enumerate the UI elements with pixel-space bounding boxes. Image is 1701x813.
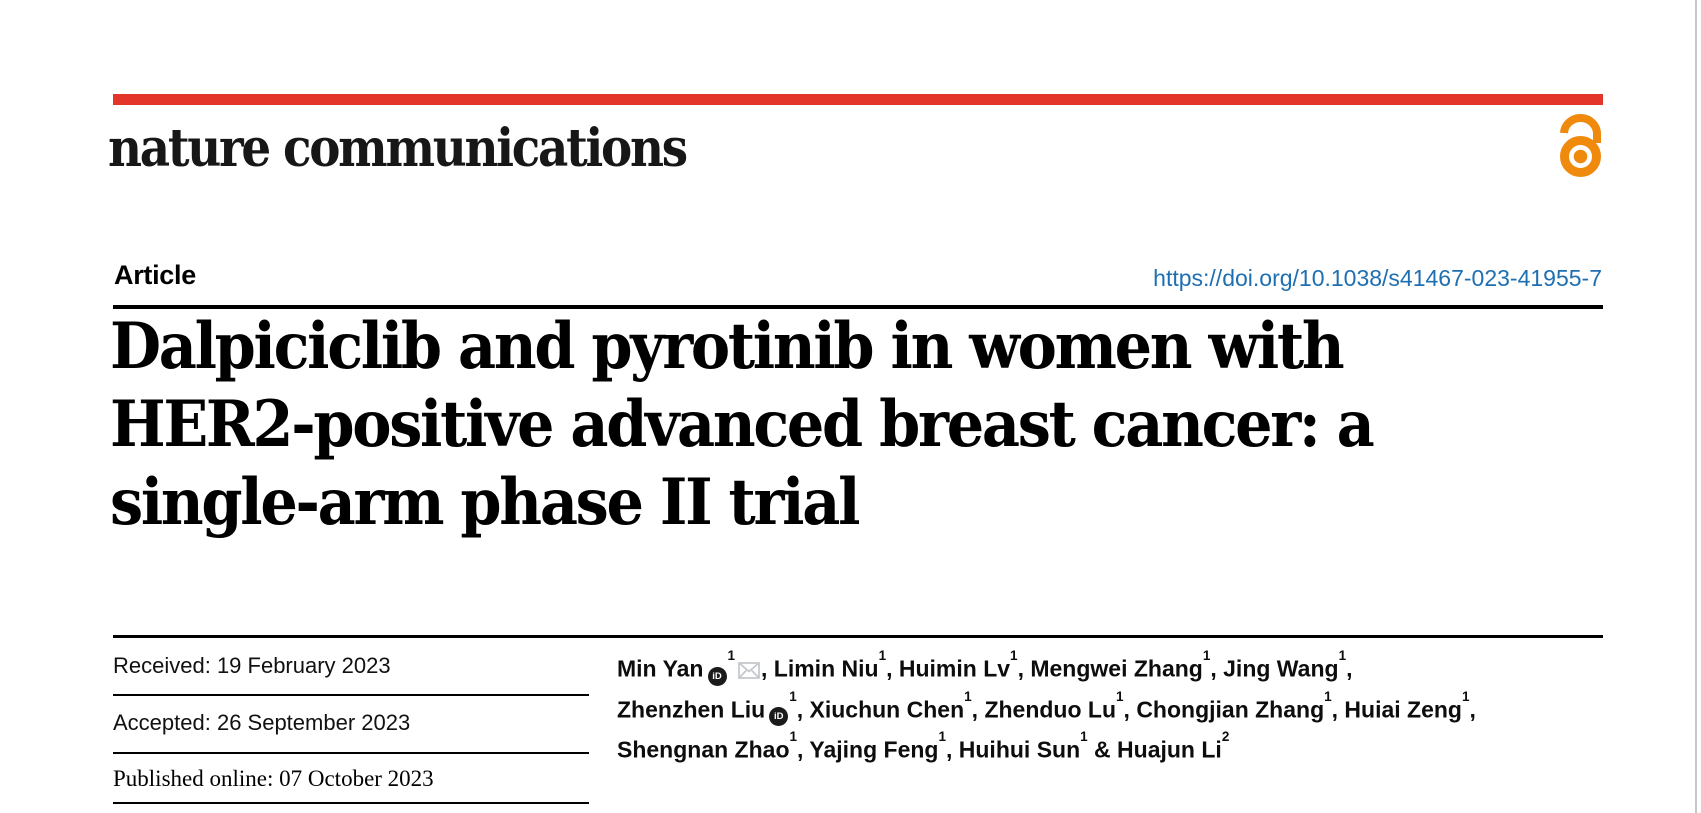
envelope-icon[interactable] <box>738 661 760 679</box>
author-separator: , <box>1346 655 1353 682</box>
author-separator: , <box>1017 655 1031 682</box>
affiliation-superscript: 1 <box>964 688 972 704</box>
author-name: Mengwei Zhang <box>1030 655 1203 682</box>
author-name: Zhenduo Lu <box>984 696 1117 723</box>
brand-red-bar <box>113 94 1603 105</box>
author-separator: , <box>1123 696 1137 723</box>
author-line: Min Yan iD1, Limin Niu1, Huimin Lv1, Meng… <box>617 646 1627 687</box>
affiliation-superscript: 1 <box>1010 648 1018 663</box>
author-separator: , <box>796 696 810 723</box>
affiliation-superscript: 1 <box>789 688 797 704</box>
affiliation-superscript: 1 <box>1338 648 1347 663</box>
affiliation-superscript: 1 <box>878 648 887 663</box>
open-access-lock-icon <box>1560 114 1602 177</box>
affiliation-superscript: 1 <box>1080 729 1088 745</box>
affiliation-superscript: 2 <box>1221 729 1230 745</box>
author-separator: , <box>886 655 899 682</box>
doi-link[interactable]: https://doi.org/10.1038/s41467-023-41955… <box>1153 265 1602 291</box>
title-block-divider <box>113 635 1603 638</box>
title-line: single-arm phase II trial <box>110 465 860 540</box>
author-name: Huihui Sun <box>958 736 1081 763</box>
author-name: Min Yan <box>617 655 704 682</box>
date-divider <box>113 752 589 754</box>
header-divider <box>113 305 1603 309</box>
affiliation-superscript: 1 <box>789 729 798 745</box>
author-name: Limin Niu <box>773 655 879 682</box>
orcid-id-icon[interactable]: iD <box>769 707 789 727</box>
orcid-id-icon[interactable]: iD <box>707 666 727 686</box>
author-separator: , <box>971 696 985 723</box>
author-separator: , <box>797 736 810 763</box>
affiliation-superscript: 1 <box>1324 688 1332 704</box>
author-separator: , <box>1331 696 1345 723</box>
author-name: Chongjian Zhang <box>1136 696 1325 723</box>
affiliation-superscript: 1 <box>727 648 736 663</box>
received-date: Received: 19 February 2023 <box>113 653 391 678</box>
author-line: Shengnan Zhao1, Yajing Feng1, Huihui Sun… <box>617 727 1627 768</box>
date-divider <box>113 802 589 804</box>
journal-logo: nature communications <box>108 118 688 179</box>
author-name: Shengnan Zhao <box>617 736 790 763</box>
author-separator: , <box>761 655 774 682</box>
affiliation-superscript: 1 <box>1116 688 1124 704</box>
author-name: Jing Wang <box>1223 655 1339 682</box>
author-separator: , <box>1469 696 1476 723</box>
author-name: Huajun Li <box>1117 736 1222 763</box>
author-name: Yajing Feng <box>809 736 939 763</box>
date-divider <box>113 694 589 696</box>
page-right-edge <box>1695 0 1697 813</box>
author-name: Huiai Zeng <box>1344 696 1462 723</box>
author-name: Huimin Lv <box>898 655 1011 682</box>
affiliation-superscript: 1 <box>1202 648 1211 663</box>
article-type-label: Article <box>114 260 196 290</box>
author-name: Xiuchun Chen <box>809 696 965 723</box>
article-title: Dalpiciclib and pyrotinib in women with … <box>110 308 1375 542</box>
author-list: Min Yan iD1, Limin Niu1, Huimin Lv1, Meng… <box>617 646 1627 768</box>
title-line: Dalpiciclib and pyrotinib in women with <box>110 309 1345 384</box>
author-name: Zhenzhen Liu <box>617 696 766 723</box>
author-separator: , <box>945 736 959 763</box>
affiliation-superscript: 1 <box>1461 688 1470 704</box>
author-line: Zhenzhen Liu iD1, Xiuchun Chen1, Zhenduo … <box>617 687 1627 728</box>
accepted-date: Accepted: 26 September 2023 <box>113 710 411 735</box>
affiliation-superscript: 1 <box>938 729 946 745</box>
author-separator: , <box>1210 655 1224 682</box>
published-date: Published online: 07 October 2023 <box>113 766 434 791</box>
title-line: HER2-positive advanced breast cancer: a <box>110 387 1375 462</box>
author-separator: & <box>1087 736 1118 763</box>
